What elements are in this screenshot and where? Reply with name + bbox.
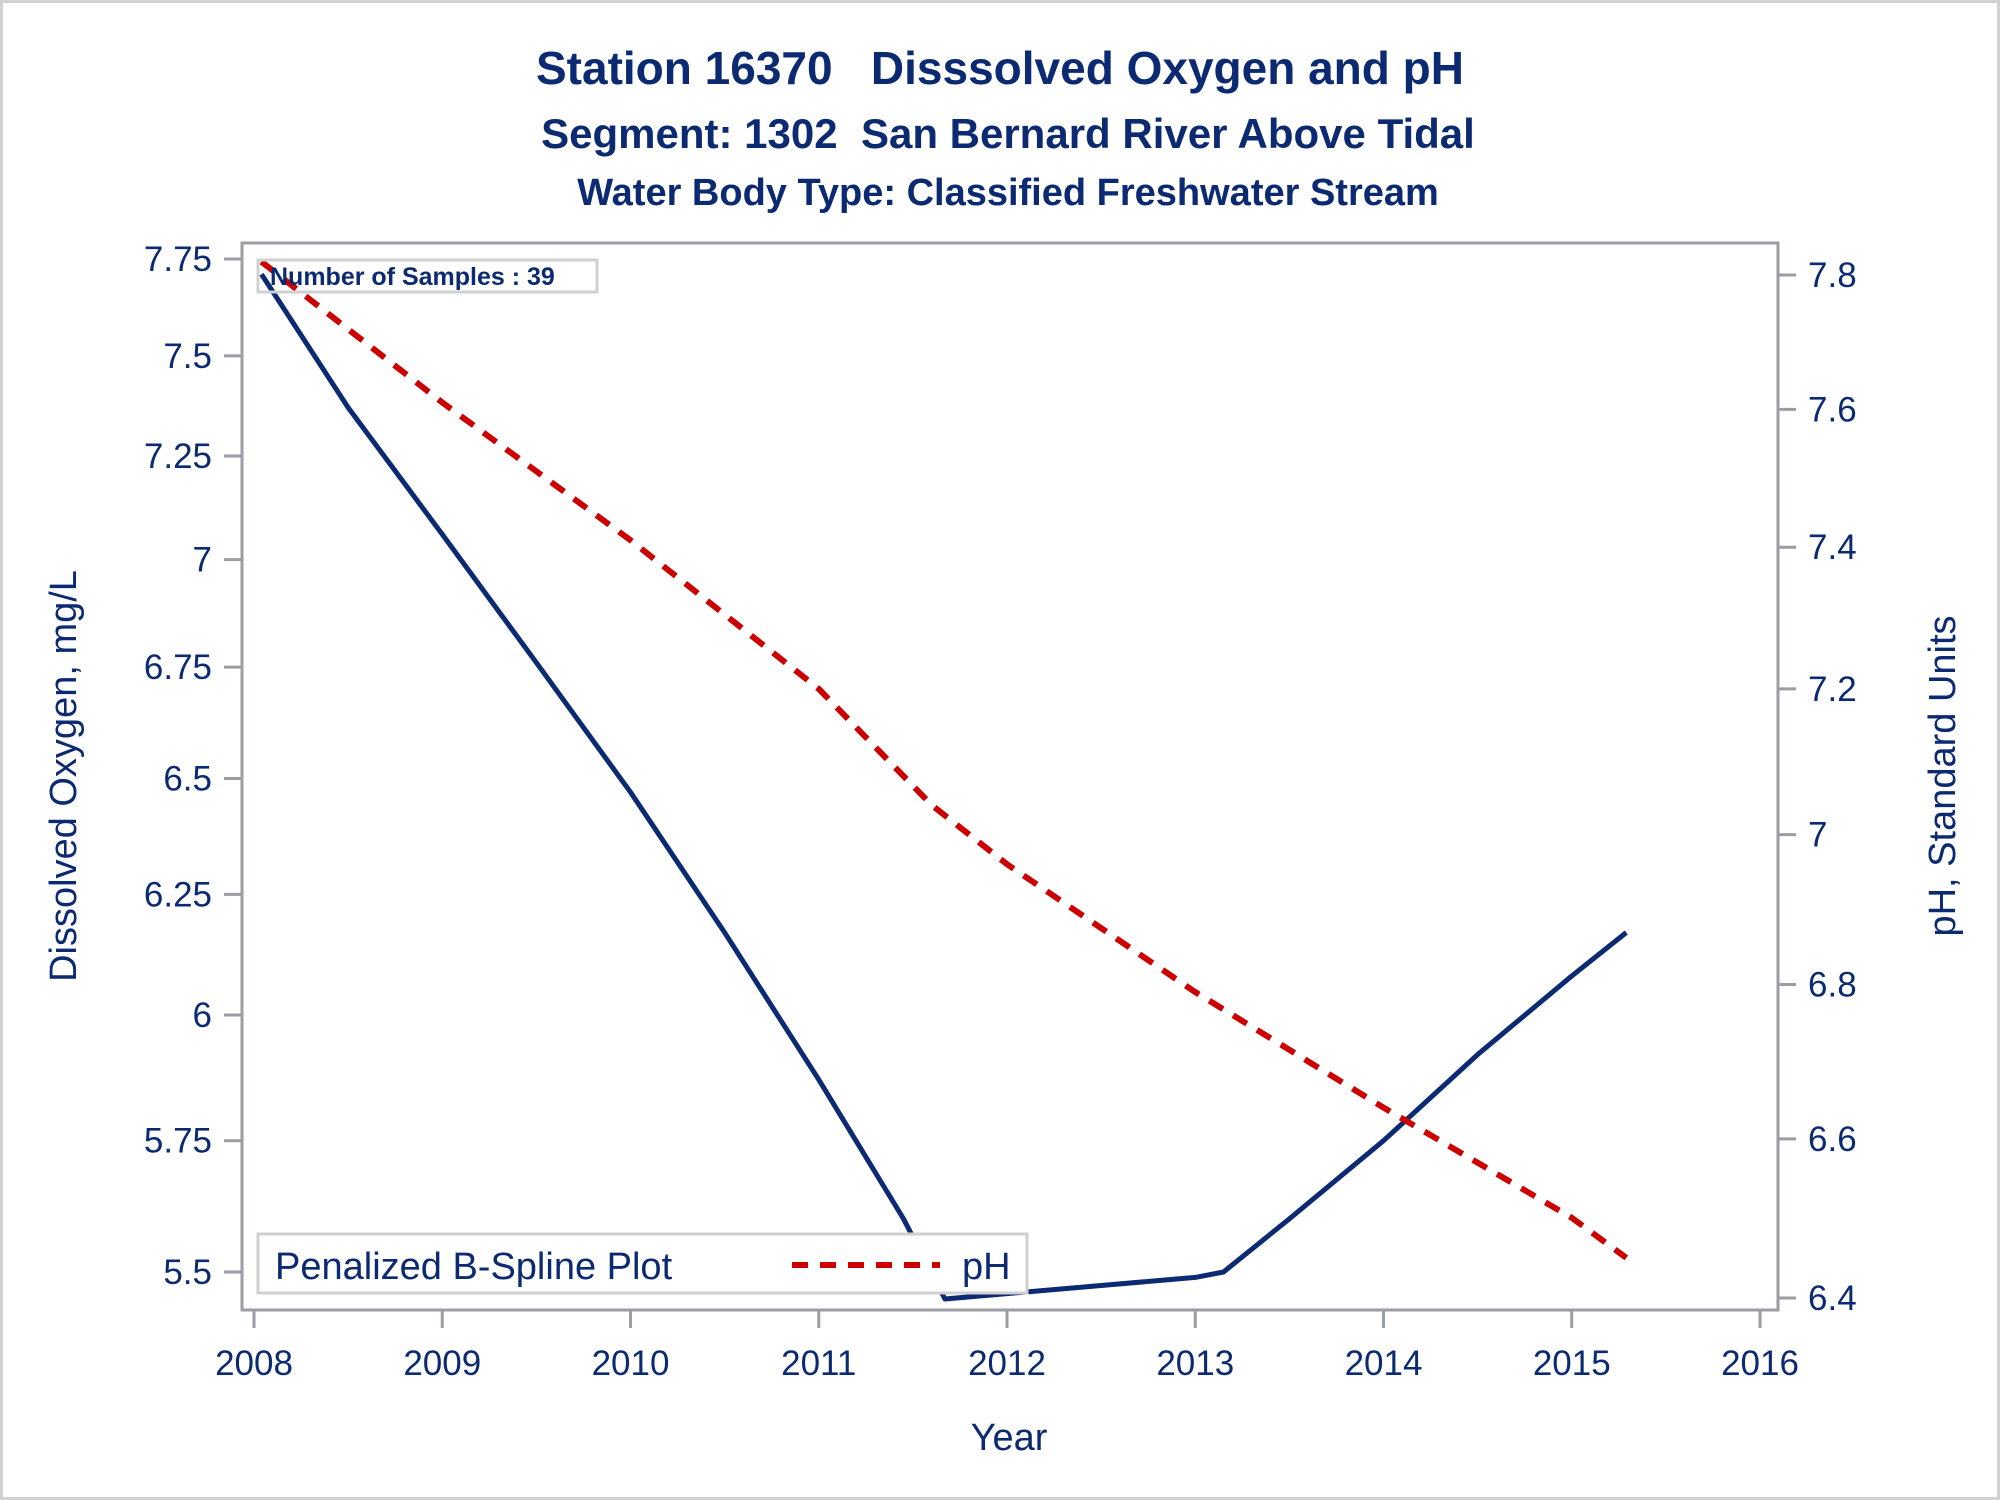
plot-area [240, 241, 1780, 1312]
y-tick-label: 6.5 [163, 760, 212, 799]
y2-tick-label: 7.6 [1808, 390, 1857, 429]
sample-count-inset: Number of Samples : 39 [256, 258, 599, 294]
y-tick-label: 7 [193, 541, 212, 580]
y2-axis-label: pH, Standard Units [1922, 615, 1964, 936]
y-tick-label: 6.25 [144, 875, 212, 914]
sample-count-text: Number of Samples : 39 [270, 263, 555, 291]
sample-count-box [256, 258, 599, 294]
x-tick-label: 2011 [781, 1344, 856, 1383]
chart-subtitle: Segment: 1302 San Bernard River Above Ti… [541, 110, 1475, 157]
series-line-dissolved-oxygen [259, 272, 1628, 1302]
y-tick-label: 5.75 [144, 1122, 212, 1161]
x-axis-label: Year [971, 1417, 1048, 1459]
x-axis: 2008 2009 2010 2011 2012 2013 2014 2015 2016 [215, 1310, 1799, 1383]
x-tick-label: 2010 [592, 1344, 670, 1383]
y-axis-left: 7.75 7.5 7.25 7 6.75 6.5 6.25 6 5.75 5.5 [144, 240, 242, 1292]
x-tick-label: 2009 [403, 1344, 481, 1383]
x-tick-label: 2014 [1345, 1344, 1423, 1383]
y-tick-label: 6 [193, 996, 212, 1035]
legend-ph-label: pH [962, 1246, 1011, 1288]
y-axis-right: 7.8 7.6 7.4 7.2 7 6.8 6.6 6.4 [1778, 256, 1857, 1318]
y-axis-label: Dissolved Oxygen, mg/L [43, 570, 85, 982]
y-tick-label: 7.5 [163, 337, 212, 376]
x-tick-label: 2012 [968, 1344, 1046, 1383]
x-tick-label: 2013 [1156, 1344, 1234, 1383]
y-tick-label: 7.25 [144, 437, 212, 476]
chart-subtitle-2: Water Body Type: Classified Freshwater S… [577, 172, 1439, 214]
y2-tick-label: 6.8 [1808, 965, 1857, 1004]
y-tick-label: 7.75 [144, 240, 212, 279]
series-line-ph [259, 259, 1629, 1261]
y2-tick-label: 6.4 [1808, 1279, 1857, 1318]
y2-tick-label: 7.2 [1808, 670, 1857, 709]
y2-tick-label: 6.6 [1808, 1120, 1857, 1159]
legend: Penalized B-Spline Plot pH [256, 1232, 1029, 1295]
y-tick-label: 5.5 [163, 1253, 212, 1292]
legend-title: Penalized B-Spline Plot [275, 1246, 673, 1288]
y2-tick-label: 7 [1808, 816, 1827, 855]
y2-tick-label: 7.8 [1808, 256, 1857, 295]
x-tick-label: 2008 [215, 1344, 293, 1383]
series-layer [259, 259, 1629, 1302]
x-tick-label: 2015 [1533, 1344, 1611, 1383]
legend-box [256, 1232, 1029, 1295]
y2-tick-label: 7.4 [1808, 528, 1857, 567]
y-tick-label: 6.75 [144, 648, 212, 687]
x-tick-label: 2016 [1721, 1344, 1799, 1383]
chart-title: Station 16370 Disssolved Oxygen and pH [536, 42, 1464, 94]
